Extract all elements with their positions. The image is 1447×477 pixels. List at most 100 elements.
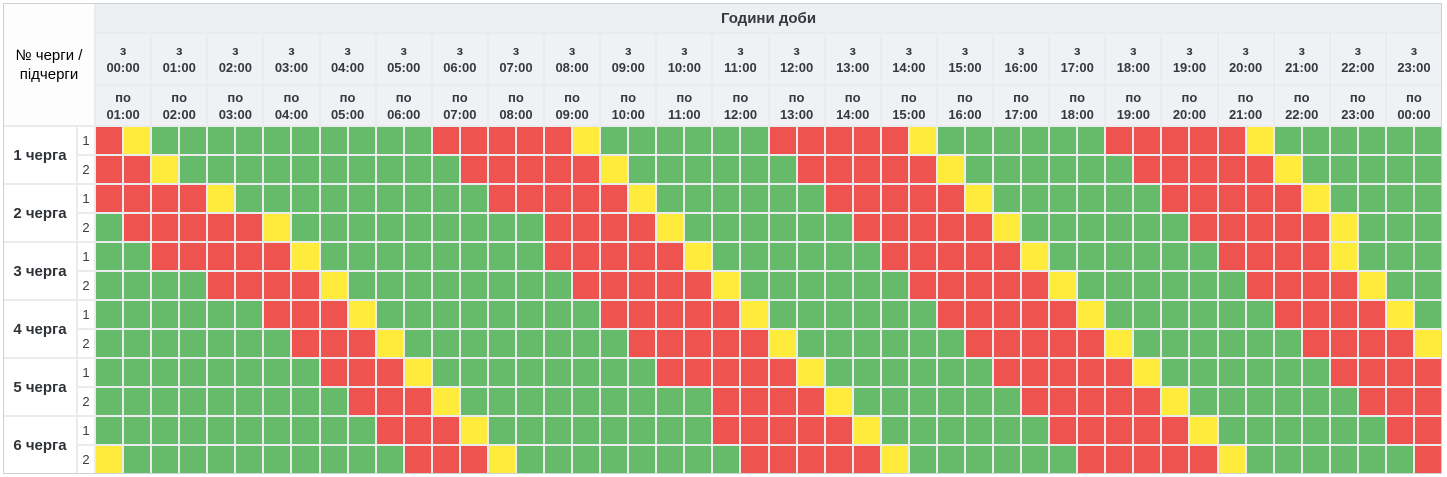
schedule-cell	[1330, 156, 1357, 183]
hour-from-prefix: з	[456, 43, 464, 58]
schedule-cell	[629, 272, 656, 299]
hour-from-prefix: з	[175, 43, 183, 58]
schedule-cell	[937, 214, 964, 241]
schedule-cell	[713, 243, 740, 270]
schedule-cell	[208, 185, 235, 212]
schedule-cell	[573, 243, 600, 270]
subqueue-label: 1	[78, 127, 94, 154]
schedule-cell	[208, 214, 235, 241]
hour-to-prefix: по	[171, 89, 188, 105]
schedule-cell	[1106, 243, 1133, 270]
schedule-cell	[994, 301, 1021, 328]
schedule-cell	[460, 330, 487, 357]
schedule-cell	[516, 272, 543, 299]
schedule-cell	[208, 388, 235, 415]
schedule-cell	[629, 417, 656, 444]
schedule-cell	[573, 330, 600, 357]
schedule-cell	[825, 388, 852, 415]
schedule-cell	[1218, 301, 1245, 328]
schedule-cell	[1302, 156, 1329, 183]
schedule-cell	[348, 417, 375, 444]
schedule-cell	[545, 388, 572, 415]
schedule-cell	[994, 127, 1021, 154]
schedule-cell	[994, 243, 1021, 270]
schedule-cell	[685, 185, 712, 212]
schedule-cell	[320, 388, 347, 415]
hour-to-prefix: по	[564, 89, 580, 105]
schedule-cell	[1134, 388, 1161, 415]
schedule-cell	[909, 156, 936, 183]
hour-from-prefix: з	[344, 43, 351, 58]
schedule-cell	[292, 214, 319, 241]
hour-to-cell: по 02:00	[152, 86, 207, 125]
schedule-cell	[657, 417, 684, 444]
schedule-cell	[180, 359, 207, 386]
schedule-cell	[545, 214, 572, 241]
schedule-cell	[1190, 388, 1217, 415]
hour-to-time: 12:00	[723, 106, 758, 122]
hour-from-cell: з 23:00	[1386, 34, 1441, 84]
hour-from-time: 22:00	[1341, 60, 1375, 75]
schedule-cell	[1330, 243, 1357, 270]
hour-from-time: 23:00	[1397, 60, 1431, 75]
schedule-cell	[320, 127, 347, 154]
hour-to-cell: по 05:00	[320, 86, 375, 125]
schedule-cell	[1134, 156, 1161, 183]
schedule-cell	[1134, 243, 1161, 270]
schedule-cell	[1302, 359, 1329, 386]
schedule-cell	[376, 214, 403, 241]
schedule-cell	[460, 214, 487, 241]
schedule-cell	[1246, 359, 1273, 386]
schedule-cell	[937, 156, 964, 183]
schedule-cell	[825, 272, 852, 299]
subqueue-label: 2	[78, 388, 94, 415]
schedule-cell	[1190, 214, 1217, 241]
schedule-cell	[404, 417, 431, 444]
schedule-cell	[1218, 272, 1245, 299]
schedule-cell	[937, 272, 964, 299]
schedule-cell	[769, 388, 796, 415]
schedule-cell	[1106, 446, 1133, 473]
schedule-cell	[1414, 388, 1441, 415]
schedule-cell	[1386, 330, 1413, 357]
schedule-cell	[797, 446, 824, 473]
schedule-cell	[853, 156, 880, 183]
hour-to-time: 02:00	[162, 106, 196, 122]
schedule-cell	[741, 127, 768, 154]
hour-to-time: 17:00	[1004, 106, 1038, 122]
schedule-cell	[236, 446, 263, 473]
hour-from-prefix: з	[737, 43, 744, 58]
schedule-cell	[320, 359, 347, 386]
hour-from-cell: з 01:00	[152, 34, 207, 84]
hour-to-time: 09:00	[555, 106, 589, 122]
hour-from-prefix: з	[400, 43, 407, 58]
hour-to-cell: по 23:00	[1330, 86, 1385, 125]
schedule-cell	[1162, 446, 1189, 473]
schedule-cell	[629, 388, 656, 415]
hour-to-cell: по 00:00	[1386, 86, 1441, 125]
schedule-cell	[1190, 417, 1217, 444]
schedule-cell	[1330, 272, 1357, 299]
hour-to-cell: по 12:00	[713, 86, 768, 125]
schedule-cell	[909, 388, 936, 415]
schedule-cell	[264, 185, 291, 212]
schedule-cell	[432, 214, 459, 241]
schedule-cell	[292, 330, 319, 357]
subqueue-label: 2	[78, 330, 94, 357]
schedule-cell	[124, 127, 151, 154]
schedule-cell	[769, 272, 796, 299]
schedule-cell	[152, 272, 179, 299]
schedule-cell	[1330, 446, 1357, 473]
hour-to-time: 10:00	[611, 106, 645, 122]
hour-to-prefix: по	[1069, 89, 1086, 105]
schedule-cell	[881, 388, 908, 415]
schedule-cell	[488, 446, 515, 473]
hour-to-time: 05:00	[330, 106, 365, 122]
hour-from-prefix: з	[568, 43, 576, 58]
schedule-cell	[685, 156, 712, 183]
schedule-cell	[460, 359, 487, 386]
schedule-cell	[853, 243, 880, 270]
schedule-cell	[1302, 388, 1329, 415]
schedule-cell	[1022, 214, 1049, 241]
schedule-cell	[236, 127, 263, 154]
